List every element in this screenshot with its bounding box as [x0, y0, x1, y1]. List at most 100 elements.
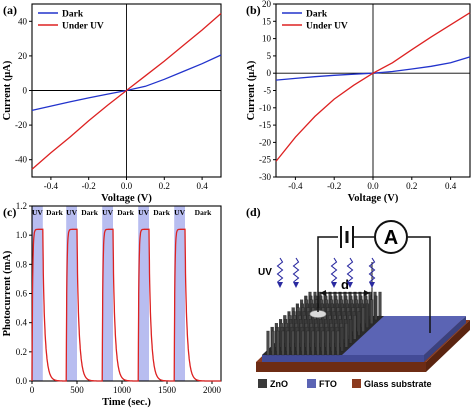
d-arrow-head-right [364, 290, 370, 296]
x-tick-label: -0.2 [82, 181, 96, 191]
nanorod [271, 330, 275, 356]
panel-label-c: (c) [3, 205, 16, 219]
y-tick-label: 40 [18, 16, 28, 26]
y-axis-label: Photocurrent (mA) [2, 250, 13, 336]
uv-arrow-head [347, 282, 353, 288]
y-tick-label: 0.0 [16, 376, 28, 386]
uv-band [32, 206, 43, 381]
legend-label-glass: Glass substrate [364, 379, 432, 389]
uv-arrow-head [293, 282, 299, 288]
y-tick-label: 0 [23, 86, 28, 96]
x-axis-label: Time (sec.) [102, 397, 151, 408]
y-tick-label: -20 [15, 120, 27, 130]
uv-wave-arrow [330, 257, 338, 283]
legend-label: Under UV [306, 22, 348, 32]
nanorod [281, 330, 285, 356]
uv-light-arrows [276, 257, 376, 288]
device-schematic: (d) A d UV ZnO [246, 205, 470, 389]
band-label: UV [66, 208, 77, 217]
nanorod [311, 330, 315, 356]
chart-panel-b: (b) -0.4 -0.2 0.0 0.2 0.4 -30 -25 -20 -15 -10 -5 0 5… [246, 0, 471, 204]
nanorod [316, 330, 320, 356]
y-tick-label: 20 [262, 0, 272, 9]
uv-wave-arrow [292, 257, 300, 283]
uv-band [138, 206, 149, 381]
y-tick-label: 0.2 [16, 347, 27, 357]
y-axis-label: Current (μA) [246, 60, 257, 120]
nanorod [357, 311, 361, 336]
y-tick-label: 0 [267, 68, 272, 78]
nanorod [336, 330, 340, 356]
uv-band [66, 206, 77, 381]
y-tick-label: 15 [262, 16, 272, 26]
legend-label: Under UV [62, 22, 104, 32]
y-tick-label: -20 [259, 137, 271, 147]
legend-label: Dark [62, 10, 84, 20]
ammeter-circle [374, 220, 408, 254]
y-tick-label: -25 [259, 155, 271, 165]
nanorod [286, 330, 290, 356]
nanorod [331, 330, 335, 356]
nanorod [326, 330, 330, 356]
x-axis-label: Voltage (V) [101, 193, 152, 204]
band-label: UV [138, 208, 149, 217]
uv-label: UV [258, 267, 272, 278]
band-label: UV [174, 208, 185, 217]
uv-arrow-head [331, 282, 337, 288]
x-tick-label: 0.0 [367, 181, 379, 191]
nanorod [344, 323, 348, 348]
x-tick-label: 0.0 [121, 181, 133, 191]
uv-wave-arrow [346, 257, 354, 283]
x-tick-label: 1500 [158, 385, 177, 395]
y-axis-label: Current (μA) [2, 60, 13, 120]
nanorod [374, 295, 378, 321]
uv-wave-arrow [368, 257, 376, 283]
d-arrow-head-left [320, 290, 326, 296]
band-label: Dark [46, 208, 63, 217]
band-label: Dark [195, 208, 212, 217]
band-label: UV [32, 208, 43, 217]
y-tick-label: 1.0 [16, 230, 28, 240]
fto-layer-front [262, 355, 424, 362]
x-tick-label: -0.4 [44, 181, 59, 191]
nanorod [353, 315, 357, 340]
nanorod [340, 326, 344, 352]
panel-label-b: (b) [246, 3, 261, 17]
legend-label-zno: ZnO [270, 379, 288, 389]
y-tick-label: -15 [259, 120, 271, 130]
nanorod [361, 307, 365, 332]
x-tick-label: 500 [70, 385, 84, 395]
nanorod [276, 330, 280, 356]
uv-arrow-head [369, 282, 375, 288]
panel-label-d: (d) [246, 205, 261, 219]
y-tick-label: 0.4 [16, 318, 28, 328]
uv-arrow-head [277, 282, 283, 288]
band-label: Dark [153, 208, 170, 217]
uv-wave-arrow [276, 257, 284, 283]
nanorod [291, 330, 295, 356]
legend-label-fto: FTO [319, 379, 337, 389]
x-tick-label: -0.2 [327, 181, 341, 191]
glass-substrate-side [426, 320, 470, 372]
nanorod [321, 330, 325, 356]
photocurrent-series-line [31, 228, 221, 382]
series-line-under-uv [31, 13, 222, 170]
panel-label-a: (a) [3, 3, 17, 17]
glass-substrate-front [256, 362, 426, 372]
x-tick-label: 1000 [113, 385, 132, 395]
plot-frame [31, 205, 222, 382]
uv-band [174, 206, 185, 381]
d-label: d [341, 277, 349, 292]
y-tick-label: 0.6 [16, 289, 28, 299]
x-tick-label: 0.4 [445, 181, 457, 191]
x-tick-label: 2000 [203, 385, 222, 395]
nanorod [306, 330, 310, 356]
y-tick-label: 10 [262, 34, 272, 44]
y-tick-label: 5 [267, 51, 272, 61]
chart-panel-a: (a) -0.4 -0.2 0.0 0.2 0.4 -40 -20 0 20 40 Voltage … [2, 3, 222, 204]
x-tick-label: 0.2 [406, 181, 417, 191]
series-line-under-uv [275, 12, 471, 162]
x-tick-label: 0.4 [196, 181, 208, 191]
